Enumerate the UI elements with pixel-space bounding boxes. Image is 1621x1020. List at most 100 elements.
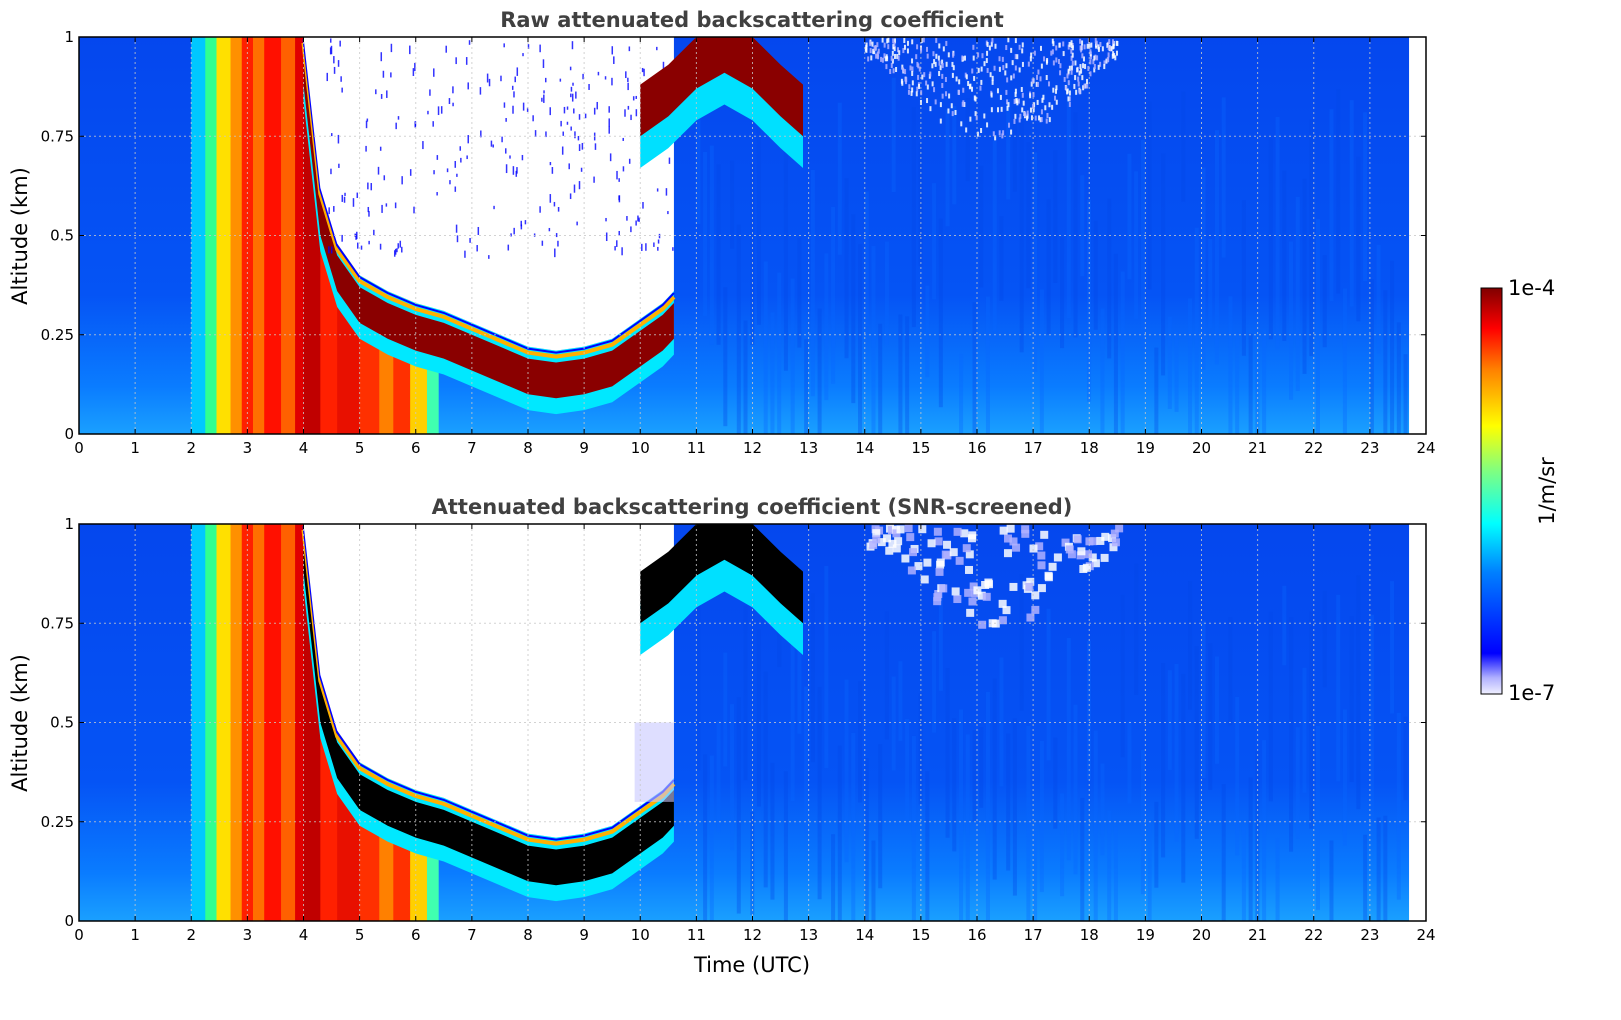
noise-speckle	[896, 54, 899, 60]
noise-speckle	[1067, 68, 1070, 74]
noise-speckle	[628, 158, 631, 164]
signal-streak	[1390, 260, 1395, 434]
signal-streak	[925, 285, 930, 378]
signal-streak	[716, 720, 721, 833]
noise-speckle	[543, 94, 545, 103]
signal-streak	[1188, 298, 1193, 434]
signal-streak	[1315, 725, 1320, 910]
noise-speckle	[544, 77, 547, 83]
noise-speckle	[1002, 606, 1011, 615]
signal-streak	[1356, 575, 1361, 810]
noise-speckle	[1109, 543, 1118, 552]
signal-streak	[1336, 594, 1341, 782]
noise-speckle	[1048, 102, 1051, 108]
noise-speckle	[645, 243, 647, 251]
signal-streak	[1147, 819, 1152, 921]
cloud-top-edge	[302, 525, 675, 841]
noise-speckle	[1051, 38, 1054, 44]
signal-streak	[1309, 119, 1314, 357]
signal-streak	[884, 241, 889, 346]
y-tick-label: 0.75	[41, 127, 74, 145]
noise-speckle	[945, 91, 948, 97]
signal-streak	[716, 164, 721, 345]
colorbar-min-label: 1e-7	[1508, 681, 1555, 705]
low-signal-patch	[634, 722, 674, 802]
noise-speckle	[947, 108, 950, 114]
noise-speckle	[1021, 92, 1024, 98]
noise-speckle	[873, 45, 876, 51]
noise-speckle	[922, 37, 925, 43]
signal-streak	[1376, 244, 1381, 354]
signal-streak	[703, 754, 708, 921]
noise-speckle	[945, 40, 948, 46]
noise-speckle	[553, 201, 556, 207]
noise-speckle	[1055, 88, 1058, 94]
noise-speckle	[926, 84, 929, 90]
noise-speckle	[986, 67, 989, 73]
signal-streak	[911, 735, 916, 921]
noise-speckle	[1012, 543, 1021, 552]
noise-speckle	[1089, 59, 1092, 65]
noise-speckle	[1040, 530, 1049, 539]
noise-speckle	[1030, 115, 1033, 121]
signal-streak	[1033, 831, 1038, 921]
noise-speckle	[943, 540, 952, 549]
signal-streak	[824, 566, 829, 768]
noise-speckle	[1037, 584, 1046, 593]
noise-speckle	[569, 66, 572, 71]
noise-speckle	[953, 527, 962, 536]
signal-streak	[1046, 608, 1051, 761]
noise-speckle	[904, 69, 907, 75]
noise-speckle	[906, 40, 909, 46]
noise-speckle	[931, 81, 934, 87]
noise-speckle	[515, 170, 518, 177]
signal-streak	[1113, 253, 1118, 434]
bottom-y-axis-label: Altitude (km)	[8, 654, 32, 792]
noise-speckle	[466, 155, 468, 160]
signal-streak	[851, 732, 856, 921]
top-y-axis-label: Altitude (km)	[8, 167, 32, 305]
noise-speckle	[932, 51, 935, 57]
noise-speckle	[555, 233, 558, 238]
noise-speckle	[872, 48, 875, 54]
noise-speckle	[1089, 71, 1092, 77]
noise-speckle	[1091, 559, 1100, 568]
noise-speckle	[355, 234, 357, 240]
noise-speckle	[966, 608, 975, 617]
signal-streak	[1208, 643, 1213, 790]
precipitation-stripe	[241, 37, 254, 434]
signal-streak	[1194, 646, 1199, 839]
noise-speckle	[412, 68, 415, 76]
precipitation-stripe	[281, 37, 296, 434]
noise-speckle	[962, 544, 971, 553]
noise-speckle	[1092, 59, 1095, 65]
signal-streak	[959, 353, 964, 434]
noise-speckle	[611, 77, 613, 86]
x-tick-label: 16	[967, 926, 986, 944]
noise-speckle	[880, 56, 883, 62]
noise-speckle	[952, 65, 955, 71]
noise-speckle	[1007, 37, 1010, 43]
x-tick-label: 17	[1024, 439, 1043, 457]
noise-speckle	[901, 554, 910, 563]
signal-streak	[1026, 142, 1031, 289]
x-tick-label: 5	[355, 926, 365, 944]
noise-speckle	[898, 50, 901, 56]
precipitation-stripe	[216, 524, 232, 921]
noise-speckle	[1068, 41, 1071, 47]
signal-streak	[1073, 704, 1078, 875]
signal-streak	[824, 253, 829, 401]
noise-speckle	[1037, 81, 1040, 87]
noise-speckle	[1071, 52, 1074, 58]
noise-speckle	[1020, 86, 1023, 92]
signal-streak	[1363, 834, 1368, 921]
noise-speckle	[1001, 56, 1004, 62]
noise-speckle	[1010, 75, 1013, 81]
noise-speckle	[925, 46, 928, 52]
noise-speckle	[386, 90, 388, 98]
noise-speckle	[1029, 107, 1032, 113]
noise-speckle	[960, 121, 963, 127]
noise-speckle	[916, 86, 919, 92]
noise-speckle	[1086, 83, 1089, 89]
signal-streak	[1329, 840, 1334, 921]
